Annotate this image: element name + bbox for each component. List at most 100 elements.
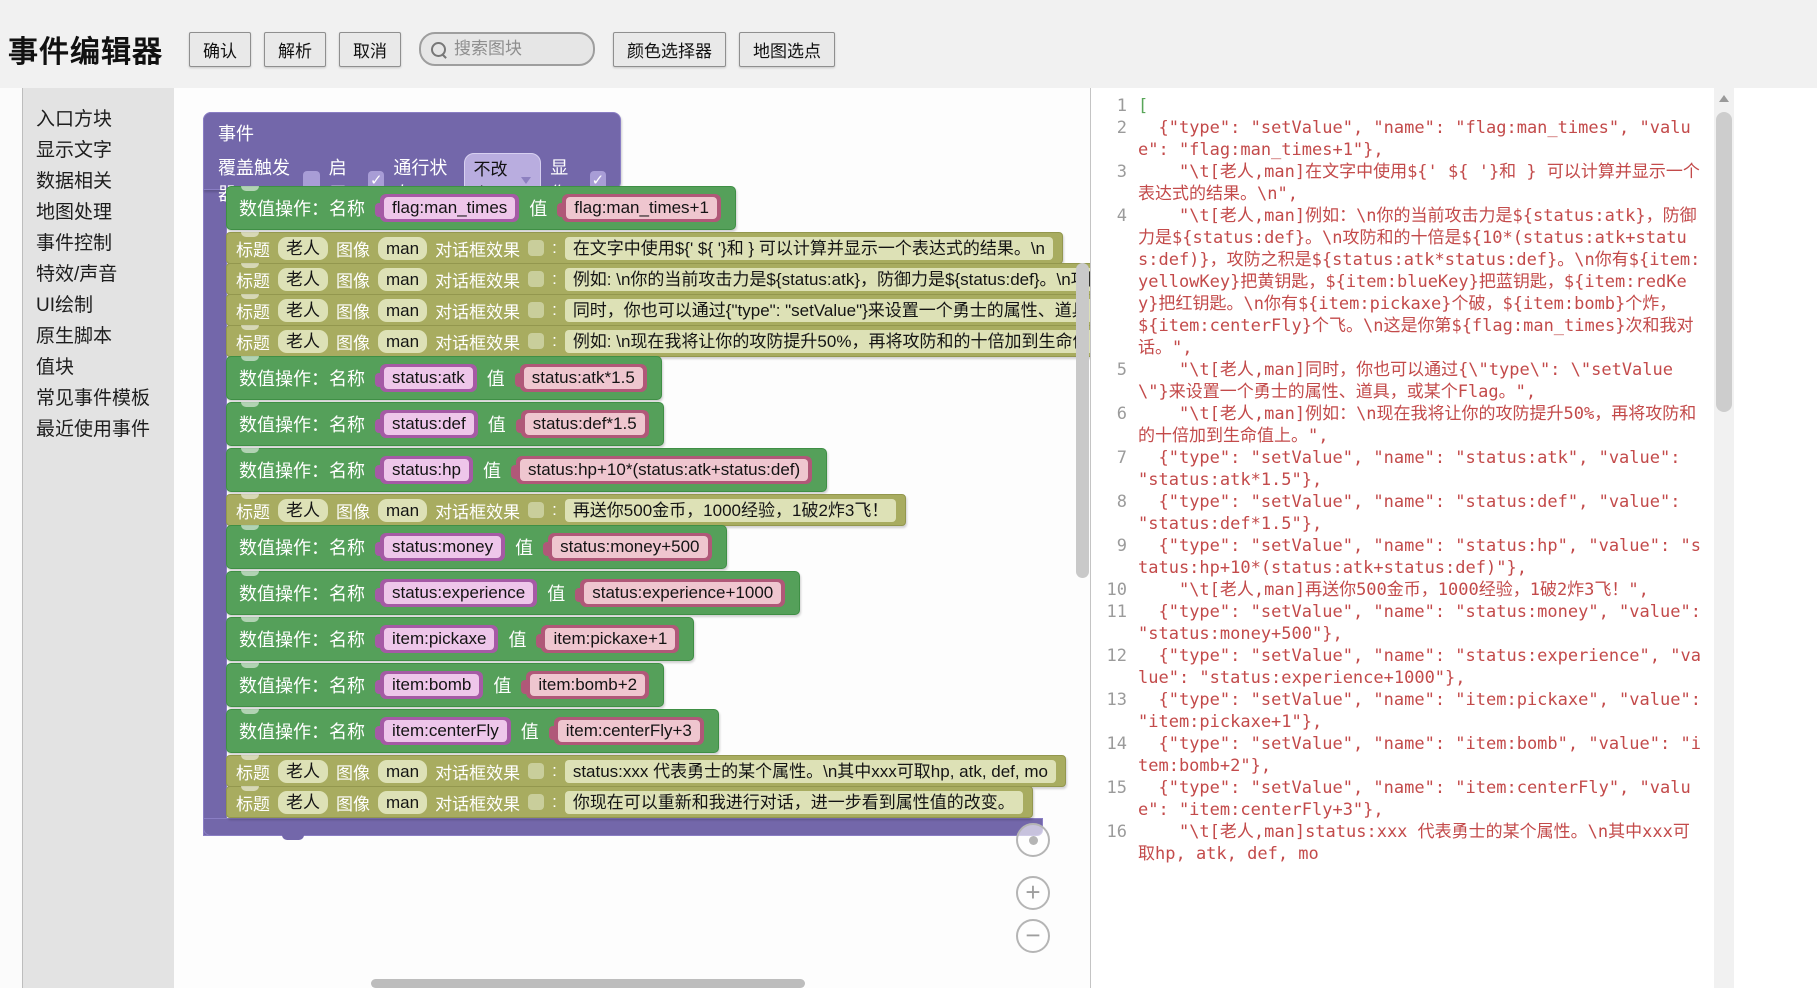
- effect-checkbox[interactable]: [528, 763, 545, 779]
- code-text[interactable]: {"type": "setValue", "name": "status:hp"…: [1138, 536, 1701, 578]
- value-field[interactable]: status:hp+10*(status:atk+status:def): [520, 459, 809, 481]
- code-line[interactable]: 6 "\t[老人,man]例如：\n现在我将让你的攻防提升50%，再将攻防和的十…: [1091, 403, 1701, 447]
- code-text[interactable]: {"type": "setValue", "name": "status:exp…: [1138, 646, 1701, 688]
- name-field[interactable]: flag:man_times: [384, 197, 516, 219]
- code-line[interactable]: 14 {"type": "setValue", "name": "item:bo…: [1091, 733, 1701, 777]
- dialog-text-field[interactable]: 例如: \n现在我将让你的攻防提升50%，再将攻防和的十倍加到生命值上。: [564, 329, 1090, 353]
- recenter-button[interactable]: [1016, 823, 1050, 857]
- title-field[interactable]: 老人: [278, 236, 328, 260]
- effect-checkbox[interactable]: [528, 271, 545, 287]
- dialog-text-field[interactable]: 再送你500金币，1000经验，1破2炸3飞！: [564, 498, 897, 522]
- value-field[interactable]: status:atk*1.5: [523, 367, 643, 389]
- name-field[interactable]: status:atk: [384, 367, 473, 389]
- dialog-text-field[interactable]: 你现在可以重新和我进行对话，进一步看到属性值的改变。: [564, 790, 1023, 814]
- event-block-spine[interactable]: [203, 112, 227, 836]
- value-field[interactable]: flag:man_times+1: [566, 197, 717, 219]
- image-field[interactable]: man: [378, 790, 428, 814]
- parse-button[interactable]: 解析: [264, 31, 326, 67]
- code-text[interactable]: {"type": "setValue", "name": "status:def…: [1138, 492, 1691, 534]
- search-input[interactable]: [452, 38, 566, 60]
- dialog-text-field[interactable]: 同时，你也可以通过{"type": "setValue"}来设置一个勇士的属性、…: [564, 298, 1090, 322]
- code-text[interactable]: "\t[老人,man]例如：\n你的当前攻击力是${status:atk}，防御…: [1138, 206, 1701, 358]
- json-code-panel[interactable]: 1[2 {"type": "setValue", "name": "flag:m…: [1090, 88, 1817, 988]
- setvalue-block[interactable]: 数值操作：名称 status:money 值 status:money+500: [226, 525, 727, 569]
- code-line[interactable]: 10 "\t[老人,man]再送你500金币，1000经验，1破2炸3飞！",: [1091, 579, 1701, 601]
- color-picker-button[interactable]: 颜色选择器: [613, 31, 726, 67]
- effect-checkbox[interactable]: [528, 240, 545, 256]
- value-field[interactable]: item:bomb+2: [530, 674, 646, 696]
- sidebar-item[interactable]: 入口方块: [36, 109, 113, 130]
- event-block-tail[interactable]: [203, 818, 1043, 840]
- canvas-horizontal-scrollbar[interactable]: [371, 979, 805, 988]
- scroll-up-arrow[interactable]: [1714, 88, 1734, 108]
- setvalue-block[interactable]: 数值操作：名称 flag:man_times 值 flag:man_times+1: [226, 186, 736, 230]
- code-scrollbar-thumb[interactable]: [1716, 112, 1732, 412]
- name-field[interactable]: item:centerFly: [384, 720, 507, 742]
- text-block[interactable]: 标题 老人 图像 man 对话框效果: 例如: \n现在我将让你的攻防提升50%，再将攻防…: [226, 325, 1090, 357]
- image-field[interactable]: man: [378, 236, 428, 260]
- image-field[interactable]: man: [378, 759, 428, 783]
- sidebar-item[interactable]: 地图处理: [36, 202, 113, 223]
- code-line[interactable]: 8 {"type": "setValue", "name": "status:d…: [1091, 491, 1701, 535]
- code-text[interactable]: "\t[老人,man]status:xxx 代表勇士的某个属性。\n其中xxx可…: [1138, 822, 1690, 864]
- effect-checkbox[interactable]: [528, 794, 545, 810]
- value-field[interactable]: item:pickaxe+1: [545, 628, 676, 650]
- param-checkbox[interactable]: [303, 170, 320, 190]
- code-line[interactable]: 3 "\t[老人,man]在文字中使用${' ${ '}和 } 可以计算并显示一…: [1091, 161, 1701, 205]
- block-canvas[interactable]: 事件 覆盖触发器启用✓通行状态不改变显伤✓ 数值操作：名称 flag:man_ti…: [174, 88, 1090, 988]
- code-text[interactable]: {"type": "setValue", "name": "status:atk…: [1138, 448, 1691, 490]
- value-field[interactable]: status:def*1.5: [524, 413, 645, 435]
- sidebar-item[interactable]: 原生脚本: [36, 326, 113, 347]
- zoom-in-button[interactable]: +: [1016, 876, 1050, 910]
- image-field[interactable]: man: [378, 298, 428, 322]
- name-field[interactable]: status:def: [384, 413, 474, 435]
- name-field[interactable]: status:hp: [384, 459, 469, 481]
- map-pick-button[interactable]: 地图选点: [739, 31, 835, 67]
- cancel-button[interactable]: 取消: [339, 31, 401, 67]
- code-line[interactable]: 9 {"type": "setValue", "name": "status:h…: [1091, 535, 1701, 579]
- text-block[interactable]: 标题 老人 图像 man 对话框效果: status:xxx 代表勇士的某个属性。\n其中…: [226, 755, 1066, 787]
- code-line[interactable]: 1[: [1091, 95, 1701, 117]
- param-checkbox[interactable]: ✓: [589, 170, 606, 190]
- code-text[interactable]: {"type": "setValue", "name": "item:bomb"…: [1138, 734, 1701, 776]
- confirm-button[interactable]: 确认: [189, 31, 251, 67]
- effect-checkbox[interactable]: [528, 502, 545, 518]
- code-scrollbar[interactable]: [1714, 88, 1734, 988]
- setvalue-block[interactable]: 数值操作：名称 item:pickaxe 值 item:pickaxe+1: [226, 617, 695, 661]
- code-text[interactable]: "\t[老人,man]在文字中使用${' ${ '}和 } 可以计算并显示一个表…: [1138, 162, 1700, 204]
- setvalue-block[interactable]: 数值操作：名称 item:bomb 值 item:bomb+2: [226, 663, 665, 707]
- sidebar-item[interactable]: 事件控制: [36, 233, 113, 254]
- sidebar-item[interactable]: 数据相关: [36, 171, 113, 192]
- effect-checkbox[interactable]: [528, 333, 545, 349]
- value-field[interactable]: status:money+500: [552, 536, 708, 558]
- code-line[interactable]: 7 {"type": "setValue", "name": "status:a…: [1091, 447, 1701, 491]
- code-line[interactable]: 4 "\t[老人,man]例如：\n你的当前攻击力是${status:atk}，…: [1091, 205, 1701, 359]
- code-text[interactable]: "\t[老人,man]同时，你也可以通过{\"type\": \"setValu…: [1138, 360, 1673, 402]
- name-field[interactable]: item:pickaxe: [384, 628, 495, 650]
- sidebar-item[interactable]: 特效/声音: [36, 264, 118, 285]
- sidebar-item[interactable]: 值块: [36, 357, 75, 378]
- code-text[interactable]: [: [1138, 96, 1149, 116]
- code-line[interactable]: 16 "\t[老人,man]status:xxx 代表勇士的某个属性。\n其中x…: [1091, 821, 1701, 865]
- text-block[interactable]: 标题 老人 图像 man 对话框效果: 同时，你也可以通过{"type": "setVal…: [226, 294, 1090, 326]
- canvas-vertical-scrollbar[interactable]: [1076, 263, 1089, 578]
- sidebar-item[interactable]: 显示文字: [36, 140, 113, 161]
- event-block-header[interactable]: 事件 覆盖触发器启用✓通行状态不改变显伤✓: [203, 112, 621, 207]
- image-field[interactable]: man: [378, 498, 428, 522]
- code-line[interactable]: 11 {"type": "setValue", "name": "status:…: [1091, 601, 1701, 645]
- setvalue-block[interactable]: 数值操作：名称 item:centerFly 值 item:centerFly+3: [226, 709, 719, 753]
- code-text[interactable]: {"type": "setValue", "name": "item:cente…: [1138, 778, 1691, 820]
- text-block[interactable]: 标题 老人 图像 man 对话框效果: 在文字中使用${' ${ '}和 } 可以计算并显…: [226, 232, 1063, 264]
- code-line[interactable]: 12 {"type": "setValue", "name": "status:…: [1091, 645, 1701, 689]
- code-line[interactable]: 15 {"type": "setValue", "name": "item:ce…: [1091, 777, 1701, 821]
- title-field[interactable]: 老人: [278, 329, 328, 353]
- text-block[interactable]: 标题 老人 图像 man 对话框效果: 例如: \n你的当前攻击力是${status:at…: [226, 263, 1090, 295]
- code-text[interactable]: {"type": "setValue", "name": "flag:man_t…: [1138, 118, 1691, 160]
- title-field[interactable]: 老人: [278, 790, 328, 814]
- name-field[interactable]: status:experience: [384, 582, 534, 604]
- name-field[interactable]: status:money: [384, 536, 502, 558]
- setvalue-block[interactable]: 数值操作：名称 status:experience 值 status:experien…: [226, 571, 801, 615]
- code-line[interactable]: 2 {"type": "setValue", "name": "flag:man…: [1091, 117, 1701, 161]
- zoom-out-button[interactable]: −: [1016, 919, 1050, 953]
- dialog-text-field[interactable]: 例如: \n你的当前攻击力是${status:atk}，防御力是${status…: [564, 267, 1090, 291]
